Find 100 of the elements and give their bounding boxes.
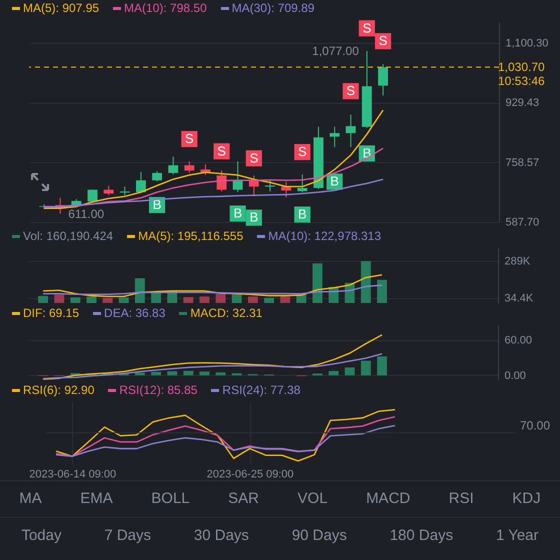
bar bbox=[360, 261, 371, 303]
text: MACD bbox=[366, 489, 410, 509]
text: 1 Year bbox=[496, 526, 539, 546]
bar bbox=[232, 294, 242, 303]
data-label: S bbox=[250, 150, 259, 166]
bar bbox=[216, 372, 226, 376]
bar bbox=[183, 297, 194, 303]
text: 7 Days bbox=[104, 526, 152, 546]
bar bbox=[134, 278, 145, 303]
bar bbox=[167, 371, 178, 376]
bar bbox=[134, 372, 145, 376]
text: KDJ bbox=[512, 489, 541, 509]
text: 180 Days bbox=[390, 526, 454, 546]
text: VOL bbox=[298, 489, 328, 509]
bar bbox=[312, 263, 322, 303]
bar bbox=[328, 370, 339, 376]
bar bbox=[54, 294, 64, 303]
candlestick bbox=[346, 114, 356, 148]
text: SAR bbox=[228, 489, 260, 509]
candlestick bbox=[330, 126, 340, 148]
data-label: S bbox=[185, 131, 194, 146]
legend-label: DIF: 69.15 bbox=[22, 305, 80, 322]
y-tick-label: 289K bbox=[504, 256, 531, 268]
candlestick bbox=[104, 185, 114, 196]
data-label: S bbox=[298, 144, 307, 159]
data-label: B bbox=[152, 197, 162, 212]
text: EMA bbox=[80, 489, 113, 509]
line-series bbox=[42, 353, 383, 380]
x-tick-label: 2023-06-14 09:00 bbox=[29, 468, 116, 480]
text: 10:53:46 bbox=[498, 74, 546, 88]
annotation: 1,077.00 bbox=[312, 44, 360, 58]
legend-label: DEA: 36.83 bbox=[103, 305, 166, 322]
bar bbox=[264, 298, 274, 303]
y-tick-label: 60.00 bbox=[504, 334, 532, 347]
bar bbox=[360, 360, 371, 376]
candlestick bbox=[248, 174, 259, 197]
text: 70.00 bbox=[520, 418, 550, 433]
legend-label: MA(5): 195,116.555 bbox=[137, 228, 244, 245]
data-label: S bbox=[346, 83, 356, 98]
bar bbox=[377, 280, 387, 303]
legend-label: MACD: 32.31 bbox=[189, 305, 262, 322]
candlestick bbox=[136, 171, 146, 194]
data-label: B bbox=[362, 145, 372, 160]
y-tick-label: 34.4K bbox=[504, 292, 534, 305]
legend-label: RSI(12): 85.85 bbox=[118, 382, 198, 399]
y-tick-label: 929.43 bbox=[506, 97, 540, 110]
legend-label: Vol: 160,190.424 bbox=[22, 228, 114, 245]
legend-label: MA(30): 709.89 bbox=[230, 0, 314, 17]
y-tick-label: 587.70 bbox=[506, 216, 540, 228]
bar bbox=[151, 292, 162, 303]
bar bbox=[344, 367, 355, 376]
bar bbox=[248, 296, 258, 303]
text: MA bbox=[19, 489, 42, 509]
data-label: B bbox=[298, 206, 307, 222]
text: RSI bbox=[448, 489, 474, 509]
bar bbox=[70, 297, 80, 303]
candlestick bbox=[184, 160, 194, 174]
candlestick bbox=[168, 156, 178, 175]
bar bbox=[200, 296, 210, 303]
candlestick bbox=[265, 180, 275, 192]
text: 30 Days bbox=[194, 526, 249, 546]
legend-label: RSI(6): 92.90 bbox=[22, 382, 94, 399]
bar bbox=[86, 296, 96, 303]
annotation: 611.00 bbox=[68, 206, 104, 221]
text: BOLL bbox=[151, 489, 190, 509]
bar bbox=[151, 372, 162, 376]
ref-line-label: 1,030.70 bbox=[498, 60, 546, 74]
line-series bbox=[42, 334, 383, 380]
data-label: S bbox=[362, 20, 372, 36]
legend-label: MA(10): 122,978.313 bbox=[267, 228, 382, 245]
bar bbox=[118, 297, 129, 303]
bar bbox=[280, 296, 290, 303]
candlestick bbox=[232, 160, 243, 193]
candlestick bbox=[120, 186, 130, 196]
text: 90 Days bbox=[292, 526, 347, 546]
legend-label: RSI(24): 77.38 bbox=[221, 382, 300, 399]
data-label: S bbox=[378, 33, 388, 48]
candlestick bbox=[378, 63, 388, 96]
bar bbox=[200, 372, 210, 376]
bar bbox=[183, 370, 194, 376]
y-tick-label: 758.57 bbox=[506, 156, 540, 169]
bar bbox=[216, 294, 226, 303]
data-label: B bbox=[250, 210, 258, 225]
x-tick-label: 2023-06-25 09:00 bbox=[206, 468, 294, 480]
data-label: B bbox=[233, 206, 242, 221]
line-series bbox=[42, 274, 383, 298]
bar bbox=[38, 296, 48, 303]
legend-label: MA(5): 907.95 bbox=[22, 0, 100, 17]
candlestick bbox=[152, 170, 162, 182]
bar bbox=[377, 356, 387, 376]
legend-label: MA(10): 798.50 bbox=[123, 0, 207, 17]
candlestick bbox=[297, 174, 308, 193]
data-label: B bbox=[330, 174, 339, 189]
text: Today bbox=[21, 526, 62, 546]
data-label: S bbox=[217, 143, 226, 158]
bar bbox=[102, 298, 113, 303]
y-tick-label: 0.00 bbox=[504, 370, 526, 382]
y-tick-label: 1,100.30 bbox=[506, 37, 548, 50]
line-series bbox=[43, 109, 384, 209]
line-series bbox=[42, 284, 383, 296]
